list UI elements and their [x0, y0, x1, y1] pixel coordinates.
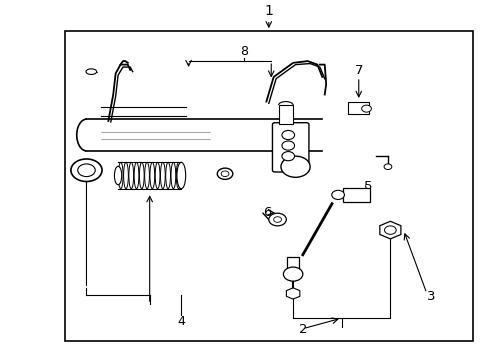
Bar [287, 257, 298, 276]
Bar [347, 102, 369, 114]
Circle shape [78, 164, 95, 176]
Circle shape [217, 168, 232, 179]
Circle shape [283, 267, 302, 281]
Circle shape [273, 217, 281, 222]
Circle shape [361, 105, 371, 112]
Circle shape [282, 152, 294, 161]
Text: 1: 1 [264, 4, 273, 18]
Circle shape [384, 226, 395, 234]
Bar [278, 105, 292, 125]
Text: 8: 8 [240, 45, 248, 58]
Ellipse shape [114, 166, 122, 185]
Circle shape [331, 190, 344, 199]
Circle shape [221, 171, 228, 176]
Text: 5: 5 [363, 180, 371, 193]
Text: 6: 6 [263, 206, 271, 219]
Circle shape [282, 141, 294, 150]
Text: 3: 3 [426, 291, 434, 303]
Circle shape [383, 164, 391, 170]
Text: 7: 7 [354, 64, 362, 77]
Text: 4: 4 [177, 315, 185, 328]
Circle shape [268, 213, 286, 226]
Ellipse shape [86, 69, 97, 75]
Circle shape [281, 156, 309, 177]
Ellipse shape [177, 162, 185, 189]
Circle shape [282, 130, 294, 140]
Text: 2: 2 [298, 323, 306, 336]
Circle shape [71, 159, 102, 181]
Bar [342, 188, 369, 202]
FancyBboxPatch shape [272, 123, 308, 172]
Bar [64, 31, 472, 341]
